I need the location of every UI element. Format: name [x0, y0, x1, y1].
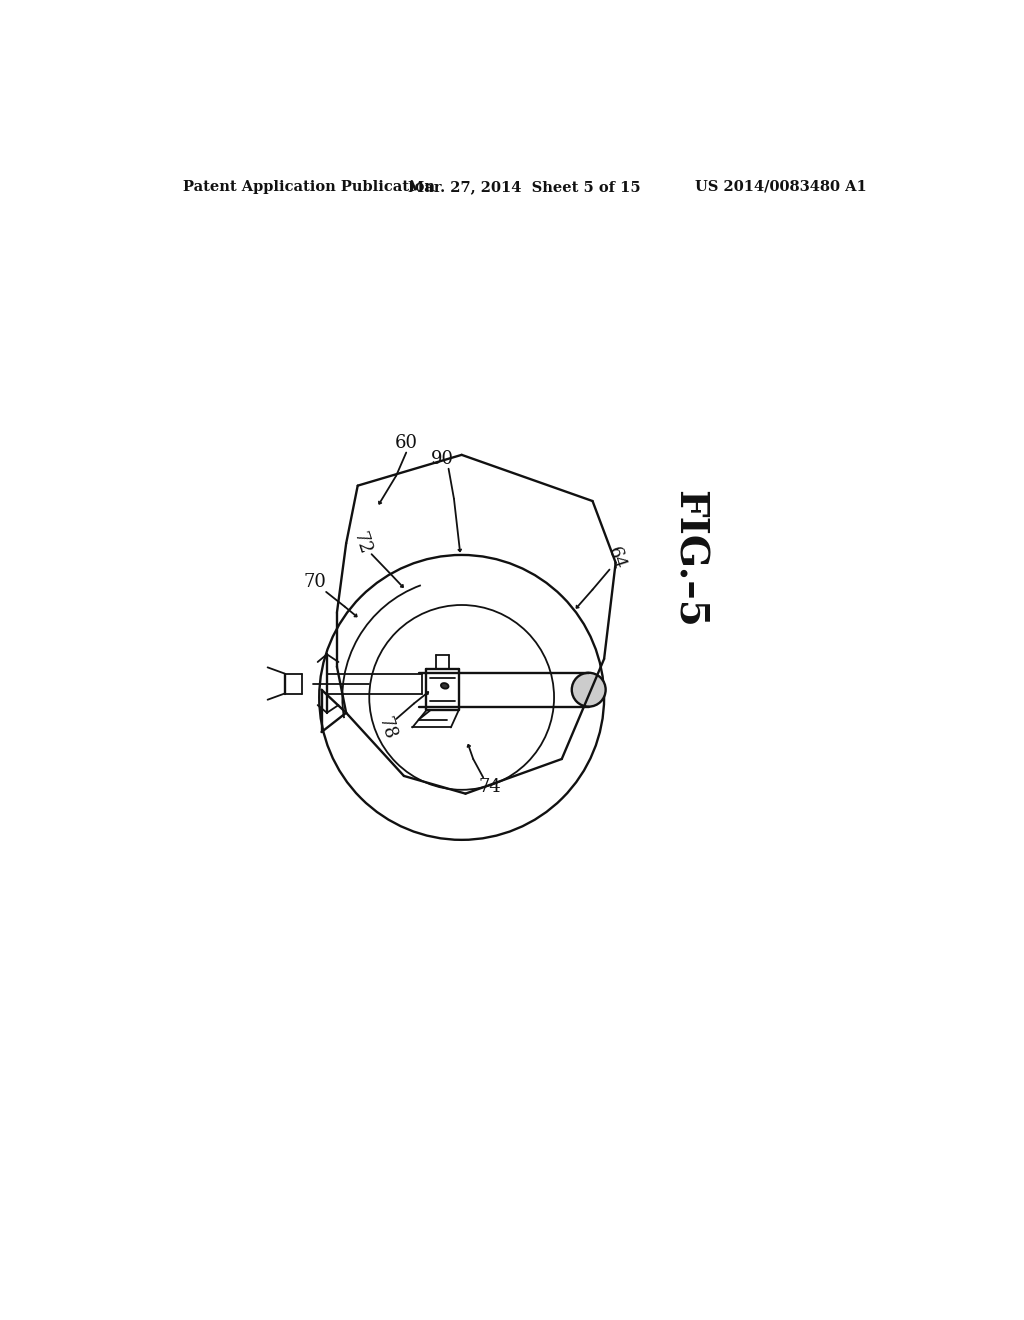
Text: FIG.–5: FIG.–5: [670, 490, 708, 628]
Circle shape: [571, 673, 605, 706]
Text: 70: 70: [304, 573, 327, 591]
Text: US 2014/0083480 A1: US 2014/0083480 A1: [695, 180, 866, 194]
Text: 60: 60: [394, 434, 418, 453]
Text: 64: 64: [603, 545, 628, 573]
Text: 74: 74: [479, 777, 502, 796]
Text: 72: 72: [349, 529, 374, 557]
Text: Patent Application Publication: Patent Application Publication: [183, 180, 435, 194]
Text: Mar. 27, 2014  Sheet 5 of 15: Mar. 27, 2014 Sheet 5 of 15: [409, 180, 641, 194]
Text: 90: 90: [431, 450, 454, 467]
Text: 78: 78: [375, 714, 399, 742]
Ellipse shape: [441, 682, 449, 689]
